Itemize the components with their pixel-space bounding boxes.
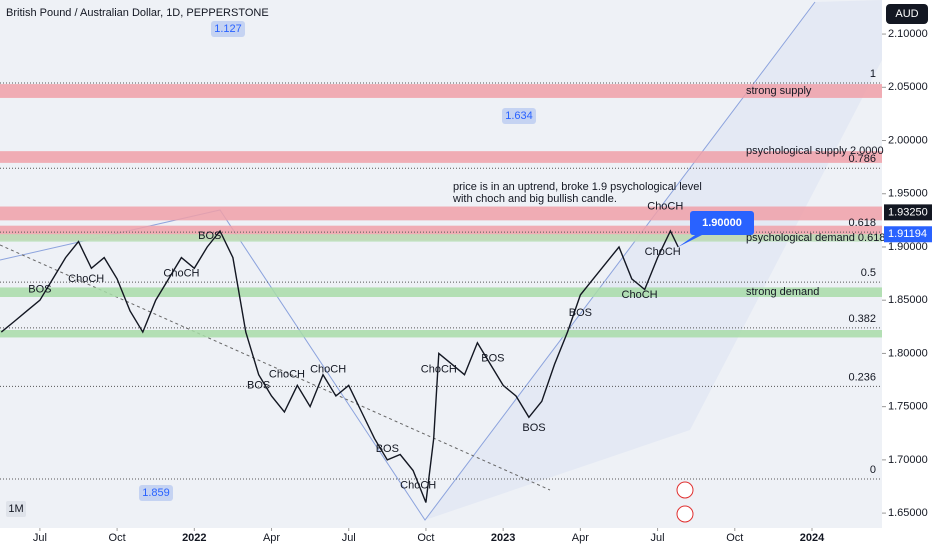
structure-label: BOS (569, 307, 592, 319)
zone (0, 206, 882, 221)
price-tag (884, 226, 932, 243)
zone-label: psychological demand 0.618 (746, 232, 885, 244)
callout-pointer (678, 232, 706, 247)
structure-label: ChoCH (68, 273, 104, 285)
zone (0, 84, 882, 98)
structure-label: BOS (376, 443, 399, 455)
x-tick-label: Jul (651, 532, 665, 544)
structure-label: ChoCH (421, 363, 457, 375)
tag-label: 1.127 (214, 23, 242, 35)
structure-label: BOS (28, 283, 51, 295)
price-tag-label: 1.91194 (888, 228, 927, 240)
x-tick-label: Oct (109, 532, 126, 544)
y-tick-label: 2.00000 (888, 134, 928, 146)
y-tick-label: 1.70000 (888, 454, 928, 466)
y-tick-label: 1.80000 (888, 347, 928, 359)
x-tick-label: Oct (726, 532, 743, 544)
price-tag-label: 1.93250 (888, 206, 928, 218)
x-tick-label: Apr (263, 532, 280, 544)
structure-label: ChoCH (163, 267, 199, 279)
x-tick-label: 2024 (800, 532, 825, 544)
fib-label: 0.236 (848, 371, 876, 383)
event-icon[interactable] (676, 505, 694, 523)
tag-label: 1.859 (142, 487, 170, 499)
structure-label: ChoCH (645, 246, 681, 258)
tag-box (502, 108, 536, 124)
structure-label: ChoCH (400, 479, 436, 491)
currency-button[interactable] (886, 4, 928, 24)
price-tag (884, 204, 932, 221)
zone-label: strong demand (746, 286, 819, 298)
interval-badge (6, 501, 26, 517)
trend-line (0, 244, 551, 491)
y-tick-label: 2.10000 (888, 28, 928, 40)
structure-label: BOS (522, 422, 545, 434)
structure-label: BOS (247, 379, 270, 391)
tag-box (139, 485, 173, 501)
structure-label: ChoCH (622, 289, 658, 301)
y-tick-label: 1.65000 (888, 507, 928, 519)
tag-label: 1.634 (505, 110, 533, 122)
zone (0, 330, 882, 338)
y-tick-label: 1.90000 (888, 241, 928, 253)
chart-title: British Pound / Australian Dollar, 1D, P… (6, 7, 269, 19)
tag-box (211, 21, 245, 37)
event-icon[interactable] (676, 481, 694, 499)
fib-label: 0.5 (861, 267, 876, 279)
y-tick-label: 2.05000 (888, 81, 928, 93)
interval-label: 1M (8, 503, 23, 515)
x-tick-label: Apr (572, 532, 589, 544)
fib-label: 0.382 (848, 313, 876, 325)
y-tick-label: 1.85000 (888, 294, 928, 306)
x-tick-label: Oct (417, 532, 434, 544)
annotation-line: with choch and big bullish candle. (452, 193, 617, 205)
callout-box (690, 210, 754, 235)
structure-label: BOS (481, 353, 504, 365)
structure-label: ChoCH (310, 363, 346, 375)
zone (0, 234, 882, 242)
x-tick-label: 2023 (491, 532, 515, 544)
fib-label: 0.786 (848, 153, 876, 165)
zone (0, 287, 882, 297)
fib-label: 1 (870, 68, 876, 80)
x-tick-label: Jul (33, 532, 47, 544)
structure-label: BOS (198, 230, 221, 242)
zone-label: psychological supply 2.0000 (746, 145, 884, 157)
zone (0, 151, 882, 163)
price-line (0, 229, 679, 503)
y-tick-label: 1.75000 (888, 401, 928, 413)
structure-label: ChoCH (647, 200, 683, 212)
callout-label: 1.90000 (702, 217, 742, 229)
fib-label: 0 (870, 464, 876, 476)
structure-label: ChoCH (269, 369, 305, 381)
time-axis (0, 528, 882, 550)
annotation-line: price is in an uptrend, broke 1.9 psycho… (453, 181, 702, 193)
zone-label: strong supply (746, 85, 812, 97)
x-tick-label: Jul (342, 532, 356, 544)
y-tick-label: 1.95000 (888, 188, 928, 200)
x-tick-label: 2022 (182, 532, 206, 544)
fib-label: 0.618 (848, 217, 876, 229)
price-axis (882, 0, 932, 550)
currency-label: AUD (895, 8, 918, 20)
channel-shape (425, 0, 882, 520)
